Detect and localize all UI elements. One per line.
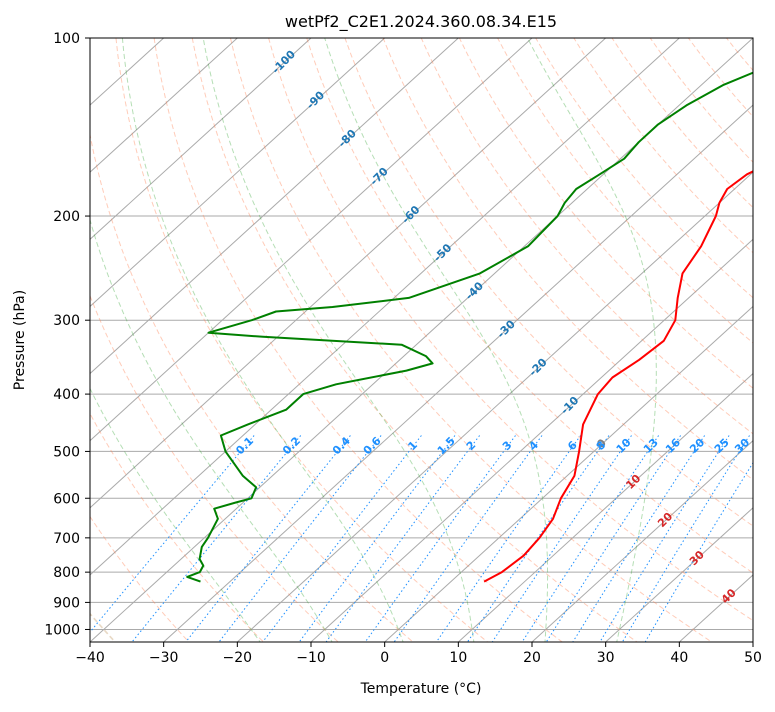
y-tick-label: 1000 <box>44 622 80 638</box>
y-tick-label: 600 <box>53 491 80 507</box>
y-tick-label: 300 <box>53 313 80 329</box>
x-tick-label: −30 <box>149 650 179 666</box>
y-tick-label: 400 <box>53 387 80 403</box>
y-tick-label: 100 <box>53 31 80 47</box>
x-tick-label: 0 <box>380 650 389 666</box>
x-tick-label: 50 <box>744 650 762 666</box>
y-tick-label: 500 <box>53 444 80 460</box>
y-tick-label: 200 <box>53 209 80 225</box>
x-tick-label: −10 <box>296 650 326 666</box>
y-tick-label: 800 <box>53 565 80 581</box>
x-tick-label: 40 <box>670 650 688 666</box>
x-tick-label: −40 <box>75 650 105 666</box>
x-axis-label: Temperature (°C) <box>360 681 482 697</box>
x-tick-label: 30 <box>597 650 615 666</box>
chart-title: wetPf2_C2E1.2024.360.08.34.E15 <box>285 12 557 32</box>
y-tick-label: 900 <box>53 595 80 611</box>
x-tick-label: 20 <box>523 650 541 666</box>
y-tick-label: 700 <box>53 531 80 547</box>
y-axis-label: Pressure (hPa) <box>12 290 28 390</box>
x-tick-label: −20 <box>223 650 253 666</box>
x-tick-label: 10 <box>449 650 467 666</box>
